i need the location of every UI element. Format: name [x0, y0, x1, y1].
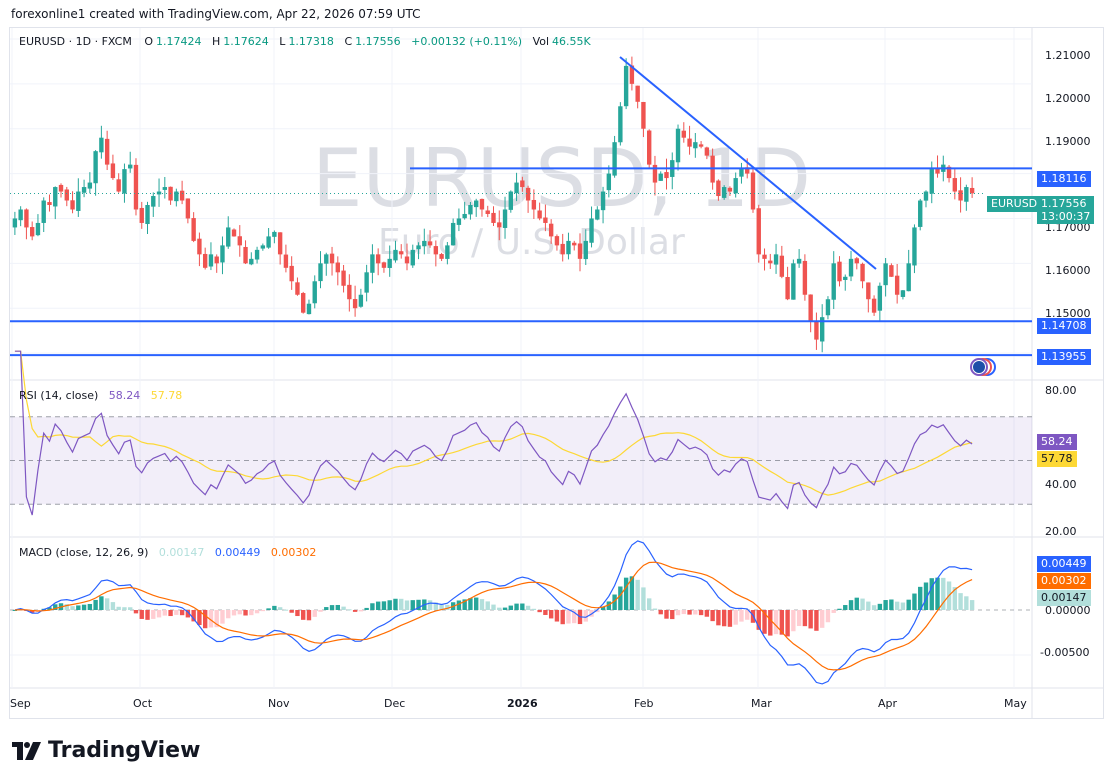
chart-caption: forexonline1 created with TradingView.co…	[11, 7, 421, 21]
high-value: 1.17624	[223, 35, 269, 48]
macd-tick: 0.00000	[1045, 604, 1091, 617]
rsi-value-tag: 58.24	[1037, 434, 1077, 450]
close-label: C	[344, 35, 353, 48]
high-label: H	[212, 35, 221, 48]
macd-label[interactable]: MACD (close, 12, 26, 9)	[19, 546, 149, 559]
rsi-ma-value: 57.78	[150, 389, 183, 402]
macd-hist-value: 0.00147	[158, 546, 205, 559]
rsi-tick: 40.00	[1045, 478, 1077, 491]
time-tick: Sep	[10, 697, 31, 710]
price-tick: 1.19000	[1045, 135, 1091, 148]
level-tag-resistance: 1.18116	[1037, 171, 1091, 187]
time-tick: Dec	[384, 697, 406, 710]
low-label: L	[279, 35, 286, 48]
time-tick: Nov	[268, 697, 290, 710]
change-value: +0.00132 (+0.11%)	[411, 35, 523, 48]
symbol-legend: EURUSD · 1D · FXCM O 1.17424 H 1.17624 L 1.…	[19, 35, 594, 48]
rsi-value: 58.24	[108, 389, 141, 402]
symbol-name[interactable]: EURUSD · 1D · FXCM	[19, 35, 132, 48]
rsi-ma-tag: 57.78	[1037, 451, 1077, 467]
time-tick: Oct	[133, 697, 153, 710]
time-tick: Apr	[878, 697, 898, 710]
price-tick: 1.15000	[1045, 307, 1091, 320]
time-tick: Mar	[751, 697, 772, 710]
price-tick: 1.17000	[1045, 221, 1091, 234]
macd-signal-tag: 0.00302	[1037, 573, 1091, 589]
chart-frame	[9, 27, 1104, 719]
open-label: O	[144, 35, 154, 48]
symbol-price-tag: EURUSD	[987, 196, 1042, 212]
close-value: 1.17556	[355, 35, 401, 48]
brand-name: TradingView	[48, 738, 201, 763]
macd-hist-tag: 0.00147	[1037, 590, 1091, 606]
time-tick: 2026	[507, 697, 538, 710]
last-price-tag: 1.17556 13:00:37	[1037, 196, 1095, 224]
time-tick: Feb	[634, 697, 654, 710]
bar-countdown: 13:00:37	[1041, 210, 1091, 223]
level-tag-support-1: 1.14708	[1037, 318, 1091, 334]
price-tick: 1.16000	[1045, 264, 1091, 277]
macd-value-tag: 0.00449	[1037, 556, 1091, 572]
rsi-tick: 20.00	[1045, 525, 1077, 538]
volume-value: 46.55K	[552, 35, 591, 48]
volume-label: Vol	[532, 35, 550, 48]
last-price: 1.17556	[1041, 197, 1087, 210]
tradingview-logo[interactable]: TradingView	[12, 738, 200, 763]
rsi-label[interactable]: RSI (14, close)	[19, 389, 99, 402]
macd-value: 0.00449	[214, 546, 261, 559]
low-value: 1.17318	[288, 35, 334, 48]
open-value: 1.17424	[156, 35, 202, 48]
level-tag-support-2: 1.13955	[1037, 349, 1091, 365]
time-tick: May	[1004, 697, 1027, 710]
tradingview-logo-icon	[12, 741, 41, 760]
price-tick: 1.21000	[1045, 49, 1091, 62]
macd-legend: MACD (close, 12, 26, 9) 0.00147 0.00449 …	[19, 546, 319, 559]
rsi-legend: RSI (14, close) 58.24 57.78	[19, 389, 185, 402]
rsi-tick: 80.00	[1045, 384, 1077, 397]
price-tick: 1.20000	[1045, 92, 1091, 105]
macd-tick: -0.00500	[1040, 646, 1090, 659]
macd-signal-value: 0.00302	[270, 546, 317, 559]
